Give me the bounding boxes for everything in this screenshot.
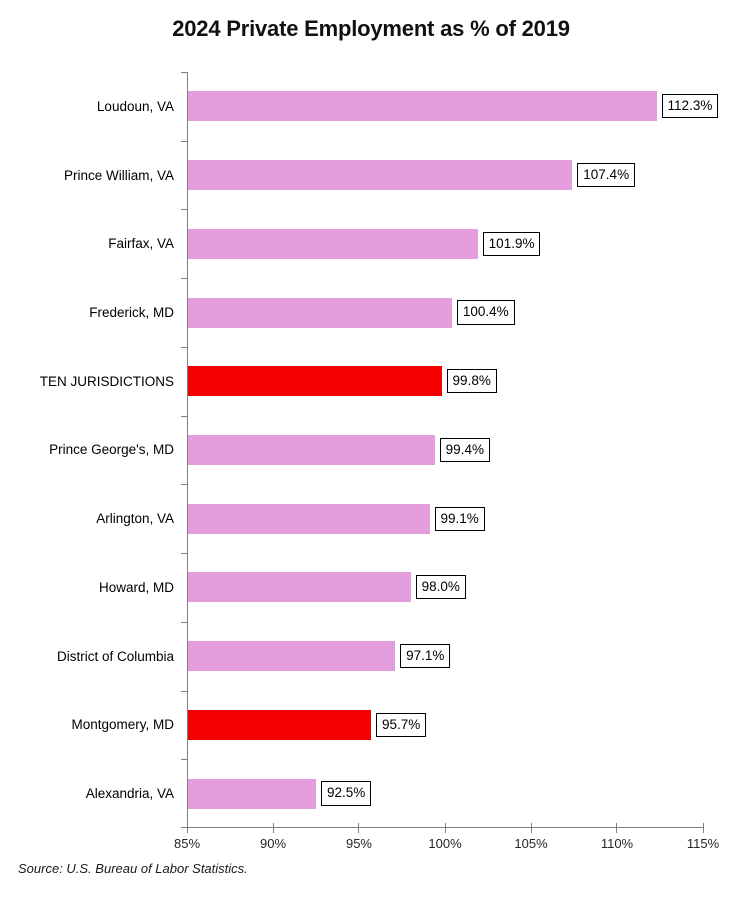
x-axis-tick-label: 110% (600, 836, 634, 851)
y-axis-tick (181, 484, 187, 486)
value-label: 92.5% (321, 781, 372, 806)
bar (187, 366, 442, 397)
bar-row: TEN JURISDICTIONS 99.8% (40, 347, 703, 416)
y-axis-tick (181, 553, 187, 555)
x-axis-tick-label: 95% (345, 836, 372, 851)
category-label: Prince George's, MD (49, 442, 174, 458)
bar-row: Alexandria, VA 92.5% (86, 759, 703, 828)
category-label: TEN JURISDICTIONS (39, 373, 174, 389)
category-label: District of Columbia (56, 648, 174, 664)
bar (187, 434, 435, 465)
x-axis-tick-label: 85% (173, 836, 201, 851)
bar-row: Fairfax, VA 101.9% (108, 209, 703, 278)
x-axis-tick (186, 823, 188, 833)
bar-row: Prince George's, MD 99.4% (49, 416, 703, 485)
y-axis-tick (181, 827, 187, 828)
x-axis-tick (530, 823, 532, 833)
bar (187, 641, 396, 672)
value-label: 107.4% (577, 162, 636, 188)
category-label: Frederick, MD (89, 305, 174, 321)
bar (187, 228, 478, 259)
category-label: Montgomery, MD (71, 717, 174, 733)
y-axis-tick (181, 72, 187, 73)
x-axis-tick (444, 823, 446, 833)
value-label: 99.4% (439, 437, 490, 463)
value-label: 100.4% (456, 300, 515, 325)
category-label: Howard, MD (98, 579, 174, 595)
category-label: Alexandria, VA (85, 786, 174, 802)
category-label: Loudoun, VA (96, 98, 174, 114)
plot-area: Loudoun, VA 112.3% Prince William, VA 10… (40, 72, 719, 851)
bar-row: Prince William, VA 107.4% (64, 141, 703, 210)
y-axis-line (187, 72, 188, 828)
bar-row: District of Columbia 97.1% (57, 622, 703, 691)
y-axis-tick (181, 346, 187, 348)
y-axis-tick (181, 415, 187, 417)
x-axis-tick-label: 115% (686, 836, 720, 851)
y-axis-tick (181, 278, 187, 280)
category-label: Fairfax, VA (108, 236, 174, 252)
value-label: 98.0% (415, 575, 466, 600)
bar (187, 160, 573, 191)
category-label: Arlington, VA (96, 511, 174, 527)
bar (187, 709, 372, 740)
x-axis-tick (272, 823, 274, 833)
bar-row: Loudoun, VA 112.3% (97, 72, 719, 141)
bar (187, 297, 452, 328)
y-axis-tick (181, 140, 187, 142)
bars: Loudoun, VA 112.3% Prince William, VA 10… (40, 72, 719, 828)
bar (187, 91, 657, 122)
bar (187, 503, 430, 534)
y-axis-tick (181, 209, 187, 211)
x-axis-tick (702, 823, 704, 833)
bar-row: Arlington, VA 99.1% (96, 484, 703, 553)
bar (187, 572, 411, 603)
x-axis-tick-label: 90% (259, 836, 287, 851)
bar-row: Howard, MD 98.0% (99, 553, 703, 622)
value-label: 99.1% (434, 506, 485, 531)
bar-row: Montgomery, MD 95.7% (71, 690, 703, 759)
source-note: Source: U.S. Bureau of Labor Statistics. (18, 861, 248, 876)
bar (187, 778, 316, 809)
value-label: 97.1% (400, 644, 451, 669)
y-axis-tick (181, 759, 187, 761)
category-label: Prince William, VA (63, 167, 174, 183)
value-label: 95.7% (376, 712, 427, 737)
y-axis-tick (181, 621, 187, 623)
value-label: 112.3% (661, 94, 719, 119)
value-label: 99.8% (446, 369, 497, 394)
y-axis-tick (181, 690, 187, 692)
x-axis-tick-label: 100% (428, 836, 462, 851)
chart-title: 2024 Private Employment as % of 2019 (172, 16, 570, 41)
value-label: 101.9% (482, 231, 541, 256)
x-axis-tick (616, 823, 618, 833)
x-axis-tick-label: 105% (514, 836, 548, 851)
x-axis-tick (358, 823, 360, 833)
bar-row: Frederick, MD 100.4% (89, 278, 703, 347)
